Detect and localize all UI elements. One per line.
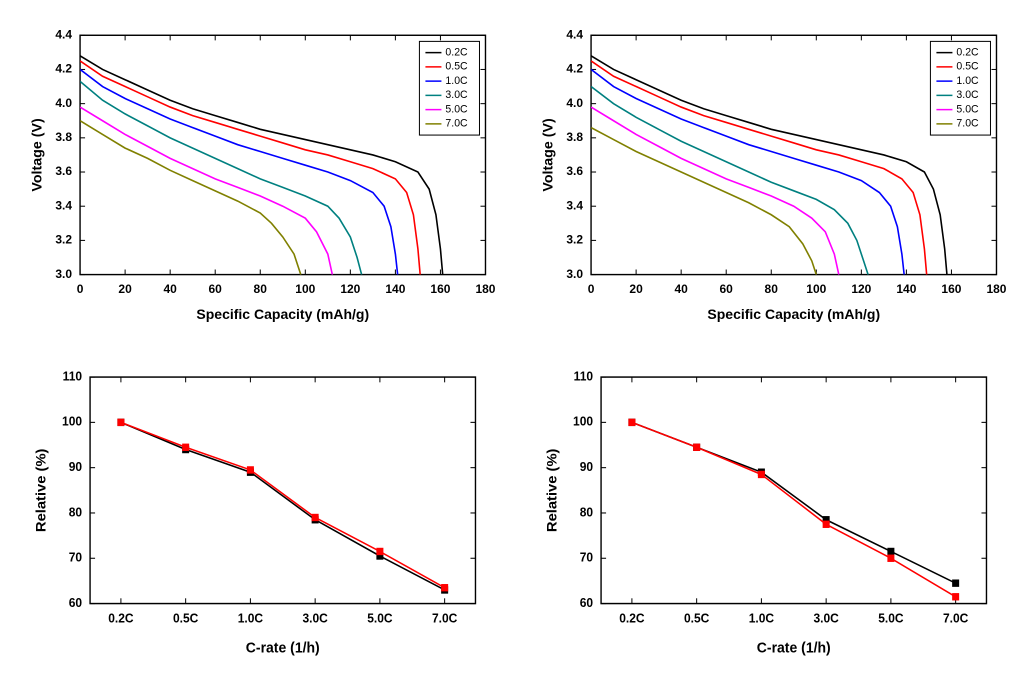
svg-text:7.0C: 7.0C — [445, 118, 468, 130]
svg-text:C-rate (1/h): C-rate (1/h) — [246, 640, 320, 656]
svg-text:80: 80 — [254, 282, 268, 296]
svg-text:Relative (%): Relative (%) — [545, 448, 561, 532]
rate-capability-right: 0.2C 0.5C 1.0C 3.0C 5.0C 7.0C 60 70 80 90 100 110 C-… — [531, 356, 1012, 662]
svg-text:80: 80 — [579, 505, 592, 519]
svg-text:0.2C: 0.2C — [619, 611, 644, 625]
svg-text:3.0: 3.0 — [55, 267, 72, 281]
svg-text:120: 120 — [340, 282, 360, 296]
svg-text:0.2C: 0.2C — [108, 611, 133, 625]
svg-text:120: 120 — [851, 282, 871, 296]
svg-text:7.0C: 7.0C — [956, 118, 979, 130]
svg-text:20: 20 — [629, 282, 643, 296]
svg-text:0.2C: 0.2C — [956, 46, 979, 58]
svg-text:180: 180 — [986, 282, 1006, 296]
svg-text:70: 70 — [69, 550, 82, 564]
svg-text:110: 110 — [63, 369, 83, 383]
svg-text:3.0C: 3.0C — [813, 611, 838, 625]
svg-text:3.0C: 3.0C — [956, 89, 979, 101]
svg-text:3.0: 3.0 — [566, 267, 583, 281]
svg-text:1.0C: 1.0C — [238, 611, 263, 625]
svg-text:3.8: 3.8 — [55, 130, 72, 144]
svg-text:0.5C: 0.5C — [683, 611, 708, 625]
svg-text:3.6: 3.6 — [55, 164, 72, 178]
svg-text:C-rate (1/h): C-rate (1/h) — [756, 640, 830, 656]
svg-text:4.4: 4.4 — [566, 27, 583, 41]
svg-text:0: 0 — [587, 282, 594, 296]
svg-text:140: 140 — [385, 282, 405, 296]
svg-text:Specific Capacity (mAh/g): Specific Capacity (mAh/g) — [196, 306, 369, 322]
svg-text:100: 100 — [295, 282, 315, 296]
svg-text:1.0C: 1.0C — [748, 611, 773, 625]
svg-text:80: 80 — [69, 505, 82, 519]
svg-text:Voltage (V): Voltage (V) — [29, 118, 45, 191]
svg-text:3.0C: 3.0C — [445, 89, 468, 101]
svg-text:3.0C: 3.0C — [302, 611, 327, 625]
svg-text:160: 160 — [941, 282, 961, 296]
svg-text:5.0C: 5.0C — [367, 611, 392, 625]
svg-text:4.4: 4.4 — [55, 27, 72, 41]
svg-text:110: 110 — [573, 369, 593, 383]
svg-text:3.6: 3.6 — [566, 164, 583, 178]
svg-text:4.0: 4.0 — [566, 96, 583, 110]
svg-text:0.5C: 0.5C — [956, 61, 979, 73]
svg-text:3.4: 3.4 — [55, 198, 72, 212]
svg-text:60: 60 — [209, 282, 223, 296]
svg-text:60: 60 — [719, 282, 733, 296]
svg-text:5.0C: 5.0C — [445, 103, 468, 115]
svg-text:90: 90 — [579, 459, 592, 473]
svg-text:4.2: 4.2 — [566, 62, 583, 76]
svg-text:4.2: 4.2 — [55, 62, 72, 76]
svg-text:100: 100 — [62, 414, 82, 428]
svg-text:0.2C: 0.2C — [445, 46, 468, 58]
svg-text:7.0C: 7.0C — [432, 611, 457, 625]
svg-text:40: 40 — [674, 282, 688, 296]
svg-text:3.2: 3.2 — [566, 233, 583, 247]
svg-text:40: 40 — [163, 282, 177, 296]
svg-text:60: 60 — [579, 595, 592, 609]
svg-text:90: 90 — [69, 459, 82, 473]
svg-text:20: 20 — [118, 282, 132, 296]
svg-text:3.2: 3.2 — [55, 233, 72, 247]
svg-text:3.4: 3.4 — [566, 198, 583, 212]
svg-text:3.8: 3.8 — [566, 130, 583, 144]
svg-text:Relative (%): Relative (%) — [34, 448, 50, 532]
svg-text:0.5C: 0.5C — [445, 61, 468, 73]
discharge-curves-right: 0 20 40 60 80 100 120 140 160 180 3.0 3.2 3.4 3.6 3.8 4… — [531, 20, 1012, 326]
rate-capability-left: 0.2C 0.5C 1.0C 3.0C 5.0C 7.0C 60 70 80 90 100 110 C-… — [20, 356, 501, 662]
svg-text:80: 80 — [764, 282, 778, 296]
svg-text:1.0C: 1.0C — [956, 75, 979, 87]
svg-text:Specific Capacity (mAh/g): Specific Capacity (mAh/g) — [707, 306, 880, 322]
chart-grid: 0 20 40 60 80 100 120 140 160 180 3.0 3.2 3.4 3.6 3.8 4… — [0, 0, 1031, 681]
svg-text:100: 100 — [806, 282, 826, 296]
svg-text:4.0: 4.0 — [55, 96, 72, 110]
svg-text:70: 70 — [579, 550, 592, 564]
svg-text:60: 60 — [69, 595, 82, 609]
svg-text:5.0C: 5.0C — [878, 611, 903, 625]
svg-text:0: 0 — [77, 282, 84, 296]
svg-text:Voltage (V): Voltage (V) — [539, 118, 555, 191]
svg-text:100: 100 — [573, 414, 593, 428]
svg-text:140: 140 — [896, 282, 916, 296]
svg-text:0.5C: 0.5C — [173, 611, 198, 625]
svg-text:160: 160 — [430, 282, 450, 296]
svg-text:5.0C: 5.0C — [956, 103, 979, 115]
svg-text:7.0C: 7.0C — [942, 611, 967, 625]
svg-text:180: 180 — [475, 282, 495, 296]
svg-text:1.0C: 1.0C — [445, 75, 468, 87]
discharge-curves-left: 0 20 40 60 80 100 120 140 160 180 3.0 3.2 3.4 3.6 3.8 4… — [20, 20, 501, 326]
